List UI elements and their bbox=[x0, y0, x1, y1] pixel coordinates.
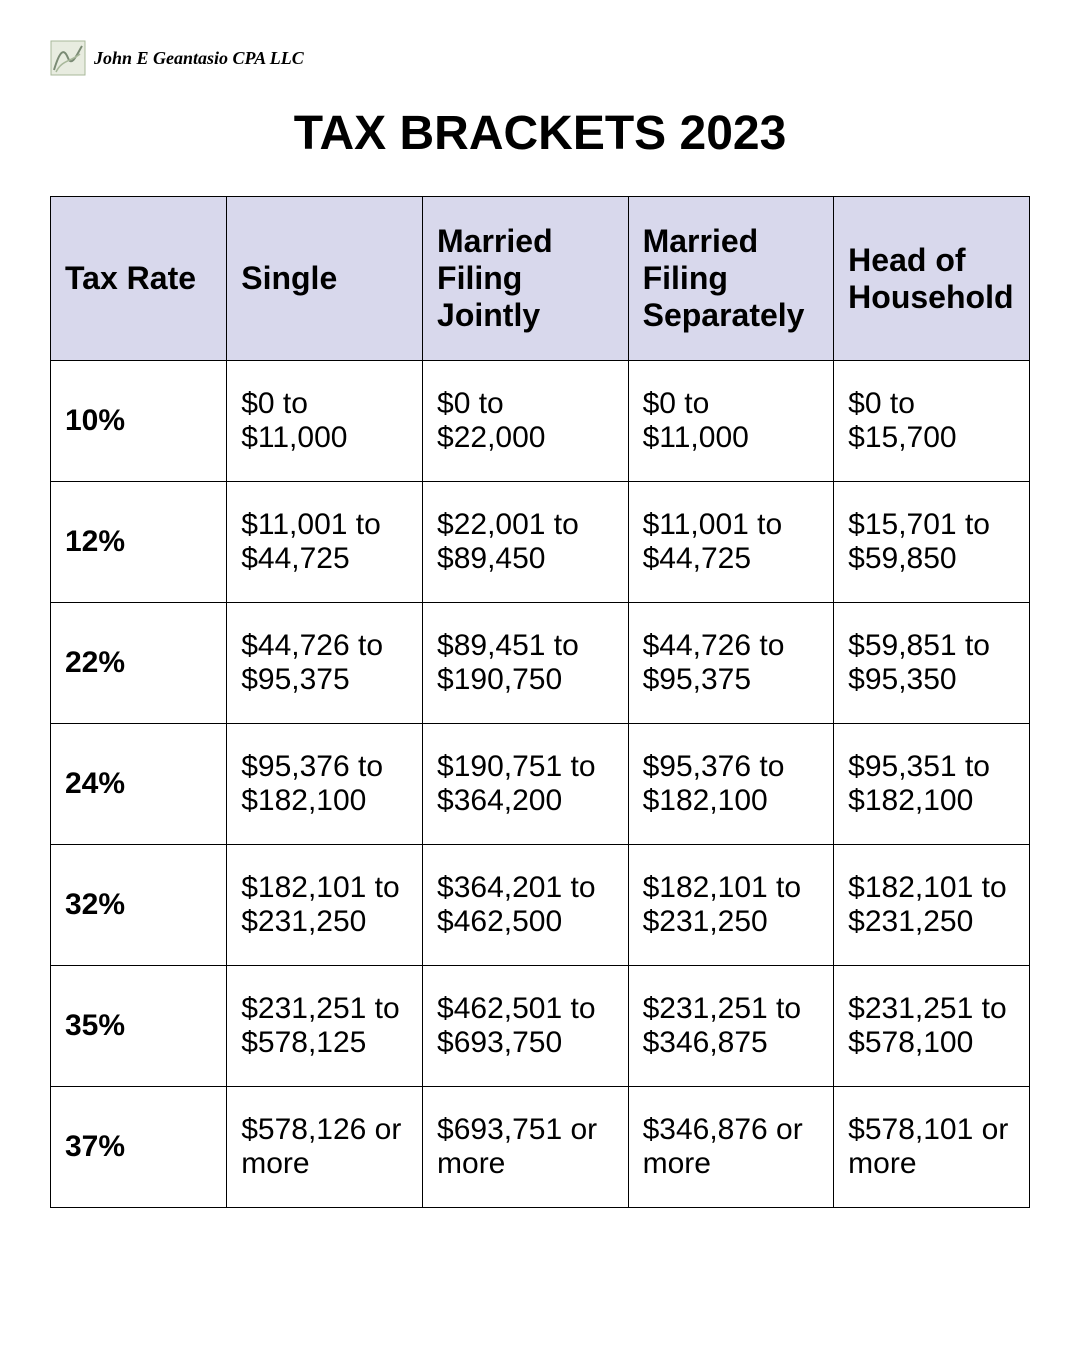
cell-single: $95,376 to $182,100 bbox=[227, 724, 423, 845]
table-row: 32% $182,101 to $231,250 $364,201 to $46… bbox=[51, 845, 1030, 966]
cell-hoh: $15,701 to $59,850 bbox=[834, 482, 1030, 603]
cell-hoh: $231,251 to $578,100 bbox=[834, 966, 1030, 1087]
cell-hoh: $59,851 to $95,350 bbox=[834, 603, 1030, 724]
cell-hoh: $0 to $15,700 bbox=[834, 361, 1030, 482]
cell-single: $182,101 to $231,250 bbox=[227, 845, 423, 966]
cell-rate: 35% bbox=[51, 966, 227, 1087]
cell-mfs: $0 to $11,000 bbox=[628, 361, 834, 482]
cell-mfs: $231,251 to $346,875 bbox=[628, 966, 834, 1087]
table-row: 24% $95,376 to $182,100 $190,751 to $364… bbox=[51, 724, 1030, 845]
table-row: 37% $578,126 or more $693,751 or more $3… bbox=[51, 1087, 1030, 1208]
cell-mfj: $0 to $22,000 bbox=[423, 361, 629, 482]
cell-rate: 37% bbox=[51, 1087, 227, 1208]
cell-mfj: $693,751 or more bbox=[423, 1087, 629, 1208]
cell-single: $0 to $11,000 bbox=[227, 361, 423, 482]
cell-single: $44,726 to $95,375 bbox=[227, 603, 423, 724]
cell-mfj: $364,201 to $462,500 bbox=[423, 845, 629, 966]
tax-brackets-table: Tax Rate Single Married Filing Jointly M… bbox=[50, 196, 1030, 1208]
cell-single: $578,126 or more bbox=[227, 1087, 423, 1208]
cell-mfj: $190,751 to $364,200 bbox=[423, 724, 629, 845]
col-header-mfj: Married Filing Jointly bbox=[423, 197, 629, 361]
brand-text: John E Geantasio CPA LLC bbox=[94, 48, 304, 69]
cell-mfj: $22,001 to $89,450 bbox=[423, 482, 629, 603]
col-header-rate: Tax Rate bbox=[51, 197, 227, 361]
table-row: 12% $11,001 to $44,725 $22,001 to $89,45… bbox=[51, 482, 1030, 603]
table-row: 35% $231,251 to $578,125 $462,501 to $69… bbox=[51, 966, 1030, 1087]
cell-hoh: $95,351 to $182,100 bbox=[834, 724, 1030, 845]
cell-mfj: $89,451 to $190,750 bbox=[423, 603, 629, 724]
table-header-row: Tax Rate Single Married Filing Jointly M… bbox=[51, 197, 1030, 361]
cell-rate: 12% bbox=[51, 482, 227, 603]
cell-mfs: $182,101 to $231,250 bbox=[628, 845, 834, 966]
cell-hoh: $182,101 to $231,250 bbox=[834, 845, 1030, 966]
brand-header: John E Geantasio CPA LLC bbox=[50, 40, 1030, 76]
cell-single: $11,001 to $44,725 bbox=[227, 482, 423, 603]
cell-mfj: $462,501 to $693,750 bbox=[423, 966, 629, 1087]
brand-logo-icon bbox=[50, 40, 86, 76]
cell-mfs: $346,876 or more bbox=[628, 1087, 834, 1208]
cell-rate: 24% bbox=[51, 724, 227, 845]
table-row: 10% $0 to $11,000 $0 to $22,000 $0 to $1… bbox=[51, 361, 1030, 482]
table-row: 22% $44,726 to $95,375 $89,451 to $190,7… bbox=[51, 603, 1030, 724]
col-header-single: Single bbox=[227, 197, 423, 361]
cell-mfs: $44,726 to $95,375 bbox=[628, 603, 834, 724]
col-header-mfs: Married Filing Separately bbox=[628, 197, 834, 361]
page-title: TAX BRACKETS 2023 bbox=[50, 106, 1030, 161]
cell-rate: 22% bbox=[51, 603, 227, 724]
cell-mfs: $11,001 to $44,725 bbox=[628, 482, 834, 603]
cell-rate: 10% bbox=[51, 361, 227, 482]
col-header-hoh: Head of Household bbox=[834, 197, 1030, 361]
cell-hoh: $578,101 or more bbox=[834, 1087, 1030, 1208]
table-body: 10% $0 to $11,000 $0 to $22,000 $0 to $1… bbox=[51, 361, 1030, 1208]
cell-single: $231,251 to $578,125 bbox=[227, 966, 423, 1087]
cell-mfs: $95,376 to $182,100 bbox=[628, 724, 834, 845]
cell-rate: 32% bbox=[51, 845, 227, 966]
